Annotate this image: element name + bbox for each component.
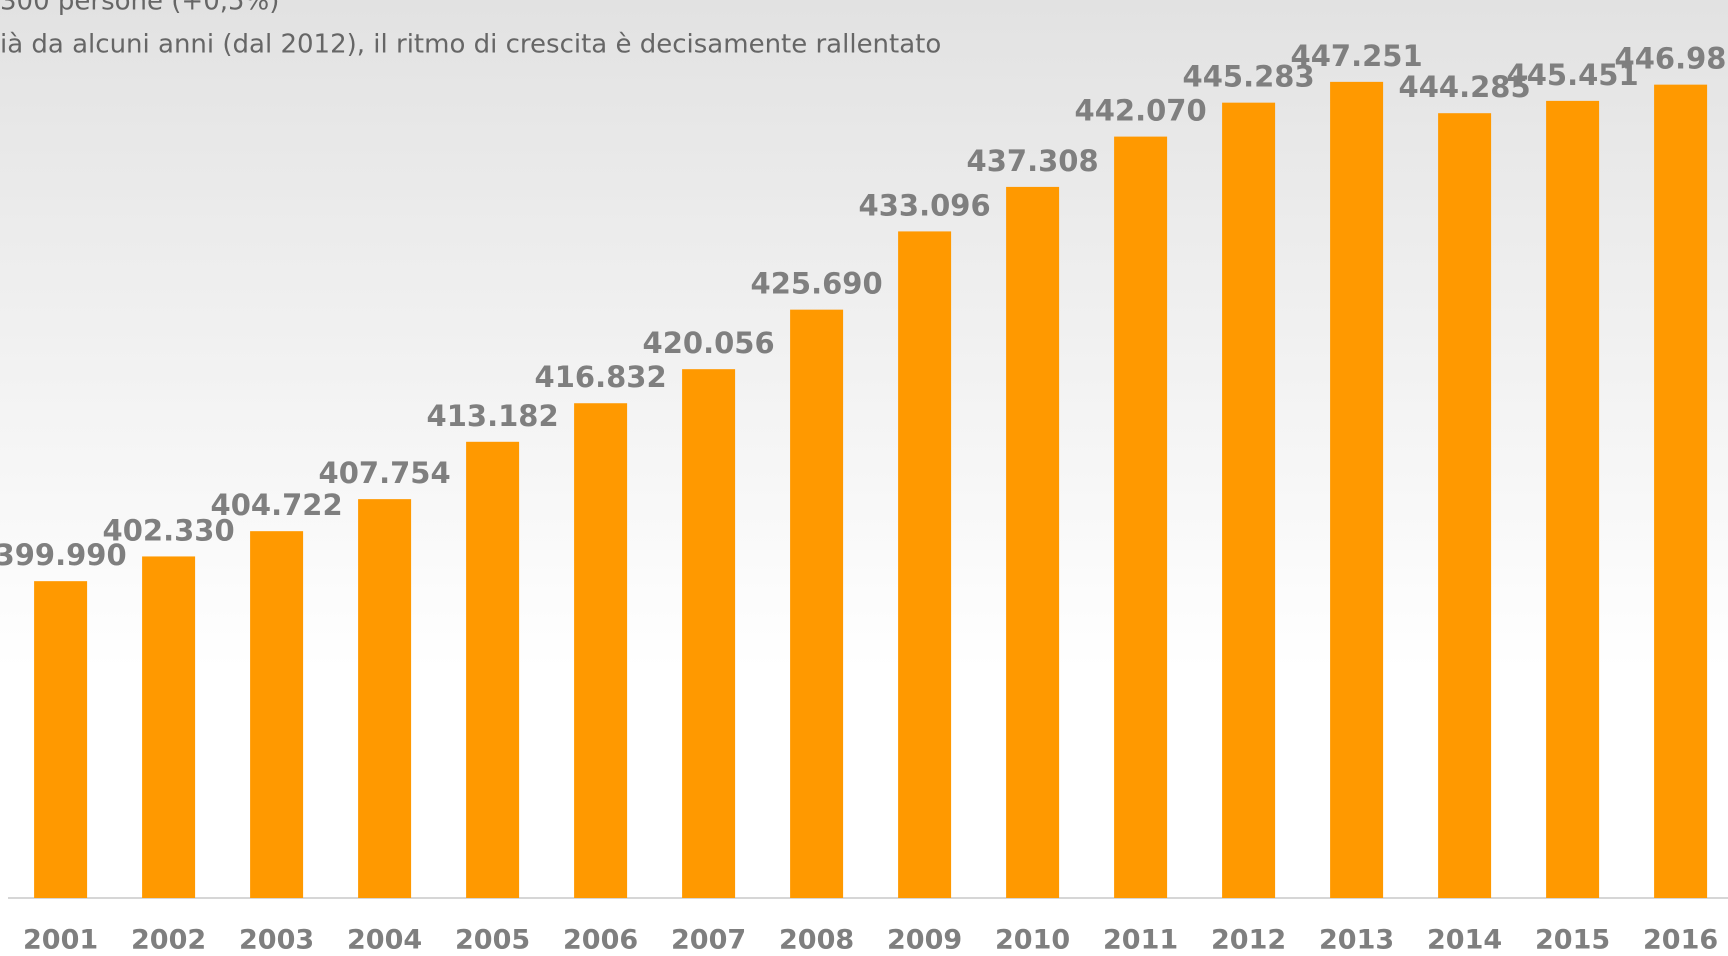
bar: [682, 369, 736, 898]
x-tick-label: 2003: [239, 925, 314, 956]
x-tick-label: 2002: [131, 925, 206, 956]
data-label: 446.987: [1615, 42, 1728, 76]
data-label: 433.096: [859, 188, 991, 222]
data-label: 399.990: [0, 538, 127, 572]
x-tick-label: 2010: [995, 925, 1070, 956]
bar: [1546, 100, 1600, 898]
bar: [1006, 186, 1060, 899]
data-label: 420.056: [643, 326, 775, 360]
x-tick-label: 2001: [23, 925, 98, 956]
x-tick-label: 2005: [455, 925, 530, 956]
x-tick-label: 2007: [671, 925, 746, 956]
bar: [1114, 136, 1168, 898]
bar: [250, 531, 304, 898]
bar: [34, 581, 88, 898]
data-label: 445.451: [1507, 58, 1639, 92]
data-label: 425.690: [751, 267, 883, 301]
x-tick-label: 2004: [347, 925, 422, 956]
bar: [358, 499, 412, 898]
bar: [466, 441, 520, 898]
x-tick-label: 2016: [1643, 925, 1718, 956]
data-label: 442.070: [1075, 94, 1207, 128]
data-label: 447.251: [1291, 39, 1423, 73]
data-label: 444.285: [1399, 70, 1531, 104]
x-tick-label: 2006: [563, 925, 638, 956]
bar: [898, 231, 952, 899]
data-label: 413.182: [427, 399, 559, 433]
annotation: 300 persone (+0,5%): [0, 0, 279, 17]
x-tick-label: 2012: [1211, 925, 1286, 956]
x-tick-label: 2011: [1103, 925, 1178, 956]
bar: [1654, 84, 1708, 899]
x-tick-label: 2013: [1319, 925, 1394, 956]
data-label: 416.832: [535, 360, 667, 394]
bar: [1438, 113, 1492, 899]
bar: [1222, 102, 1276, 899]
bar: [574, 403, 628, 898]
data-label: 404.722: [211, 488, 343, 522]
annotation: ià da alcuni anni (dal 2012), il ritmo d…: [0, 30, 941, 60]
bar: [1330, 81, 1384, 898]
bar: [790, 309, 844, 899]
data-label: 437.308: [967, 144, 1099, 178]
x-tick-label: 2015: [1535, 925, 1610, 956]
data-label: 445.283: [1183, 60, 1315, 94]
data-label: 402.330: [103, 513, 235, 547]
x-tick-label: 2009: [887, 925, 962, 956]
x-tick-label: 2014: [1427, 925, 1502, 956]
x-tick-label: 2008: [779, 925, 854, 956]
data-label: 407.754: [319, 456, 451, 490]
bar: [142, 556, 196, 898]
